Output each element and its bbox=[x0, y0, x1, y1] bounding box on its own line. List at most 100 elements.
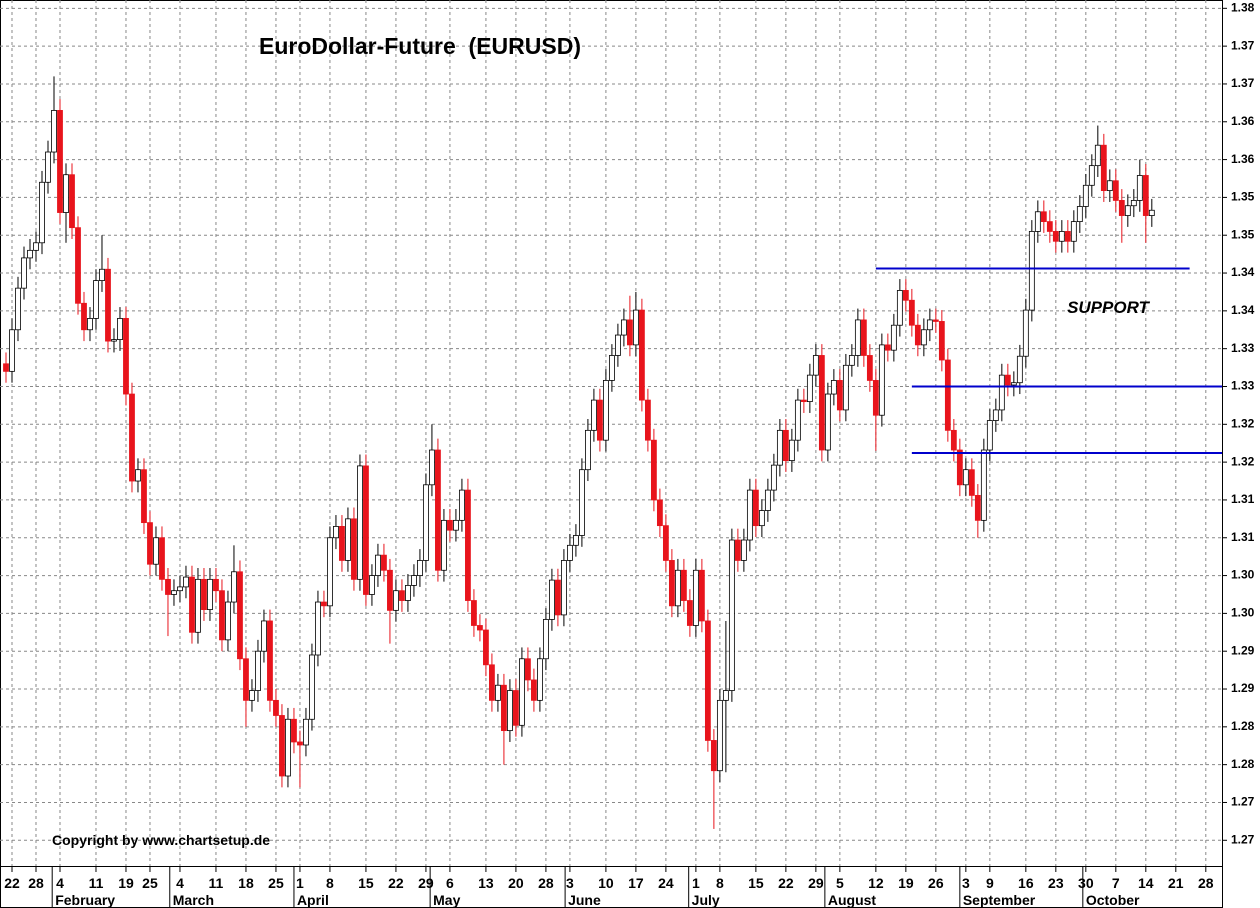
x-tick-label: 25 bbox=[142, 875, 158, 891]
x-tick-label: 1 bbox=[296, 875, 304, 891]
candle-body bbox=[339, 526, 345, 561]
candle-body bbox=[1064, 231, 1071, 242]
x-tick-label: 24 bbox=[658, 875, 674, 891]
candle-body bbox=[315, 601, 321, 656]
candle-body bbox=[716, 699, 723, 772]
candle-body bbox=[650, 439, 657, 501]
candle-body bbox=[267, 620, 273, 701]
candle-body bbox=[411, 575, 417, 586]
candle-body bbox=[704, 620, 711, 741]
candle-body bbox=[225, 601, 231, 641]
x-tick-label: 26 bbox=[928, 875, 944, 891]
candle-body bbox=[908, 299, 915, 326]
candle-body bbox=[297, 741, 303, 746]
y-tick-label: 1.34 bbox=[1231, 303, 1255, 317]
candle-body bbox=[255, 650, 261, 691]
candle-body bbox=[561, 560, 567, 616]
y-tick-label: 1.30 bbox=[1231, 568, 1255, 582]
candle-body bbox=[3, 363, 9, 372]
y-tick-label: 1.33 bbox=[1231, 341, 1255, 355]
y-tick-label: 1.32 bbox=[1231, 454, 1255, 468]
candle-body bbox=[555, 579, 561, 616]
candle-body bbox=[1112, 180, 1119, 201]
candle-body bbox=[525, 658, 531, 681]
candle-body bbox=[818, 355, 825, 451]
candle-body bbox=[656, 499, 663, 527]
candle-body bbox=[1004, 374, 1011, 386]
candle-body bbox=[171, 590, 177, 595]
candle-body bbox=[207, 578, 213, 611]
candle-body bbox=[285, 718, 291, 777]
y-tick-label: 1.27 bbox=[1231, 795, 1255, 809]
x-tick-label: 7 bbox=[1112, 875, 1120, 891]
candle-body bbox=[375, 554, 381, 576]
candle-body bbox=[776, 429, 783, 466]
candle-body bbox=[848, 355, 855, 366]
x-tick-label: 11 bbox=[209, 875, 224, 891]
candle-body bbox=[998, 374, 1005, 411]
candle-body bbox=[1046, 221, 1053, 232]
x-tick-label: 3 bbox=[566, 875, 574, 891]
candle-body bbox=[399, 590, 405, 601]
labels: 1.38 1.37 1.37 1.36 1.36 1.35 1.35 1.34 1.34 1.33… bbox=[4, 0, 1254, 908]
month-label: July bbox=[692, 892, 720, 908]
candle-body bbox=[1100, 144, 1107, 191]
candle-body bbox=[345, 518, 351, 561]
candle-body bbox=[842, 364, 849, 411]
y-tick-label: 1.36 bbox=[1231, 114, 1255, 128]
candle-body bbox=[57, 110, 63, 213]
candle-body bbox=[1034, 211, 1041, 232]
month-label: February bbox=[55, 892, 115, 908]
candle-body bbox=[962, 469, 969, 486]
candle-body bbox=[159, 537, 165, 580]
candle-body bbox=[213, 578, 219, 592]
candle-body bbox=[513, 690, 519, 726]
candle-body bbox=[15, 287, 21, 331]
candle-body bbox=[686, 600, 693, 626]
x-tick-label: 29 bbox=[418, 875, 434, 891]
month-label: August bbox=[828, 892, 877, 908]
candle-body bbox=[1040, 211, 1047, 223]
candle-body bbox=[519, 658, 525, 726]
y-tick-label: 1.36 bbox=[1231, 152, 1255, 166]
candle-body bbox=[950, 429, 957, 451]
candle-body bbox=[351, 518, 357, 580]
candle-body bbox=[279, 715, 285, 777]
y-tick-label: 1.31 bbox=[1231, 492, 1255, 506]
x-tick-label: 29 bbox=[808, 875, 824, 891]
x-axis-frame bbox=[0, 866, 1223, 908]
x-tick-label: 16 bbox=[1018, 875, 1034, 891]
candle-body bbox=[177, 586, 183, 592]
candle-body bbox=[794, 399, 801, 441]
candle-body bbox=[591, 399, 597, 431]
x-tick-label: 28 bbox=[1198, 875, 1214, 891]
candle-body bbox=[21, 257, 27, 289]
candle-body bbox=[734, 539, 741, 561]
y-tick-label: 1.33 bbox=[1231, 379, 1255, 393]
candle-body bbox=[381, 554, 387, 571]
chart-title: EuroDollar-Future (EURUSD) bbox=[259, 33, 581, 59]
candle-body bbox=[812, 355, 819, 376]
candle-body bbox=[1142, 175, 1149, 216]
candle-body bbox=[668, 560, 675, 607]
candle-body bbox=[483, 629, 489, 666]
candle-body bbox=[141, 469, 147, 524]
candle-body bbox=[123, 318, 129, 395]
candle-body bbox=[752, 489, 759, 527]
candle-body bbox=[321, 601, 327, 607]
x-tick-label: 3 bbox=[962, 875, 970, 891]
y-tick-label: 1.35 bbox=[1231, 227, 1255, 241]
candle-body bbox=[938, 321, 945, 361]
x-tick-label: 28 bbox=[538, 875, 554, 891]
x-tick-label: 12 bbox=[868, 875, 884, 891]
x-tick-label: 14 bbox=[1138, 875, 1154, 891]
candle-body bbox=[597, 399, 603, 441]
candle-body bbox=[830, 380, 837, 395]
annotation: SUPPORT bbox=[1067, 298, 1150, 317]
x-tick-label: 25 bbox=[268, 875, 284, 891]
month-label: September bbox=[963, 892, 1036, 908]
y-tick-label: 1.30 bbox=[1231, 606, 1255, 620]
candle-body bbox=[1094, 144, 1101, 167]
candle-body bbox=[1076, 206, 1083, 223]
candle-body bbox=[698, 569, 705, 622]
